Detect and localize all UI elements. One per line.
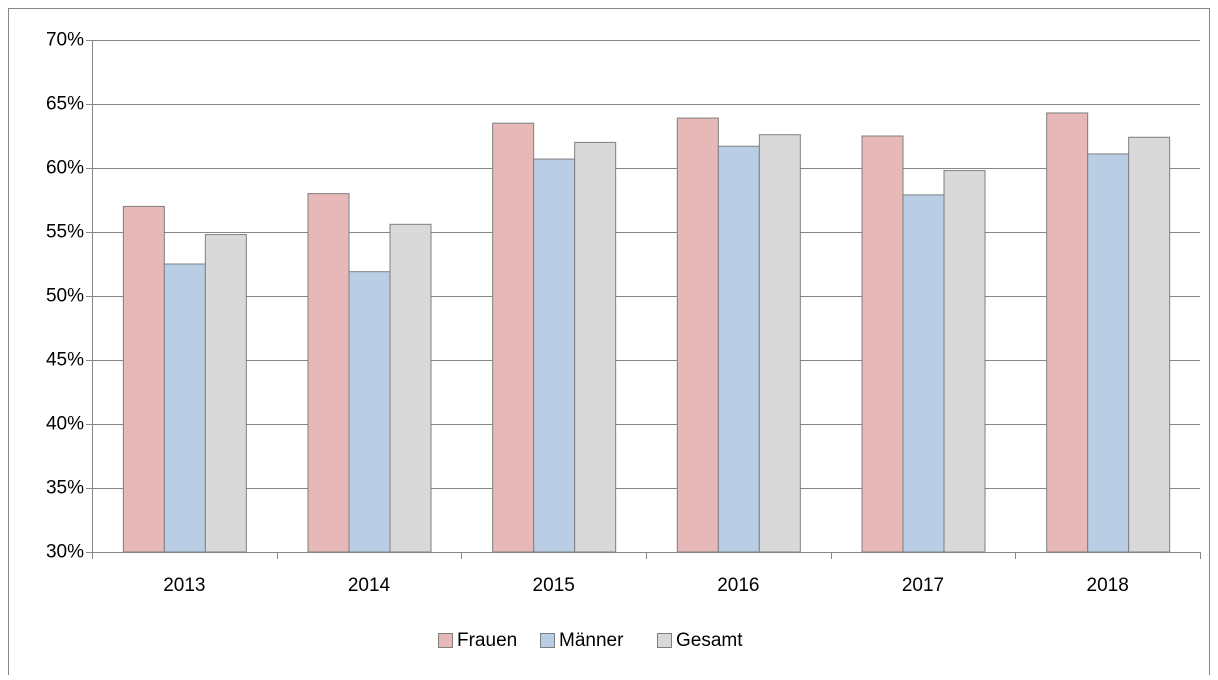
chart-frame bbox=[8, 8, 1210, 680]
bar bbox=[574, 141, 617, 553]
legend-label: Frauen bbox=[457, 630, 517, 651]
y-tick-label: 45% bbox=[46, 350, 84, 371]
bar bbox=[204, 234, 247, 553]
x-tick-label: 2017 bbox=[902, 575, 944, 596]
y-tick-label: 65% bbox=[46, 94, 84, 115]
bar bbox=[307, 193, 350, 553]
y-tick-label: 30% bbox=[46, 542, 84, 563]
bar bbox=[163, 263, 206, 553]
legend-label: Männer bbox=[559, 630, 624, 651]
bar bbox=[717, 145, 760, 553]
legend-swatch bbox=[438, 633, 453, 648]
bar bbox=[1128, 136, 1171, 553]
y-tick-label: 70% bbox=[46, 30, 84, 51]
x-tick-label: 2014 bbox=[348, 575, 391, 596]
bar bbox=[1087, 153, 1130, 553]
bar bbox=[676, 117, 719, 553]
bar bbox=[758, 134, 801, 553]
x-tick-label: 2016 bbox=[717, 575, 759, 596]
bar bbox=[943, 170, 986, 553]
x-tick-label: 2015 bbox=[533, 575, 575, 596]
bar bbox=[861, 135, 904, 553]
legend-label: Gesamt bbox=[676, 630, 743, 651]
bar bbox=[492, 122, 535, 553]
bar bbox=[1046, 112, 1089, 553]
y-tick-label: 50% bbox=[46, 286, 84, 307]
y-tick-label: 40% bbox=[46, 414, 84, 435]
bar bbox=[902, 194, 945, 553]
bar bbox=[533, 158, 576, 553]
bar bbox=[389, 223, 432, 553]
y-tick-label: 60% bbox=[46, 158, 84, 179]
bar bbox=[348, 271, 391, 553]
y-tick-label: 35% bbox=[46, 478, 84, 499]
x-tick-label: 2013 bbox=[163, 575, 205, 596]
bar bbox=[122, 205, 165, 553]
legend-swatch bbox=[540, 633, 555, 648]
x-tick-label: 2018 bbox=[1087, 575, 1129, 596]
y-tick-label: 55% bbox=[46, 222, 84, 243]
legend-swatch bbox=[657, 633, 672, 648]
